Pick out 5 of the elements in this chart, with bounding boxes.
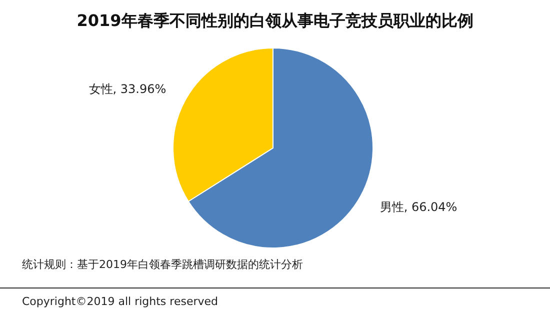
chart-title: 2019年春季不同性别的白领从事电子竞技员职业的比例: [76, 11, 474, 30]
slice-label: 女性, 33.96%: [88, 82, 166, 96]
slice-label: 男性, 66.04%: [380, 200, 458, 214]
text: 统计规则：基于2019年白领春季跳槽调研数据的统计分析: [22, 258, 303, 271]
text: Copyright©2019 all rights reserved: [22, 295, 218, 308]
